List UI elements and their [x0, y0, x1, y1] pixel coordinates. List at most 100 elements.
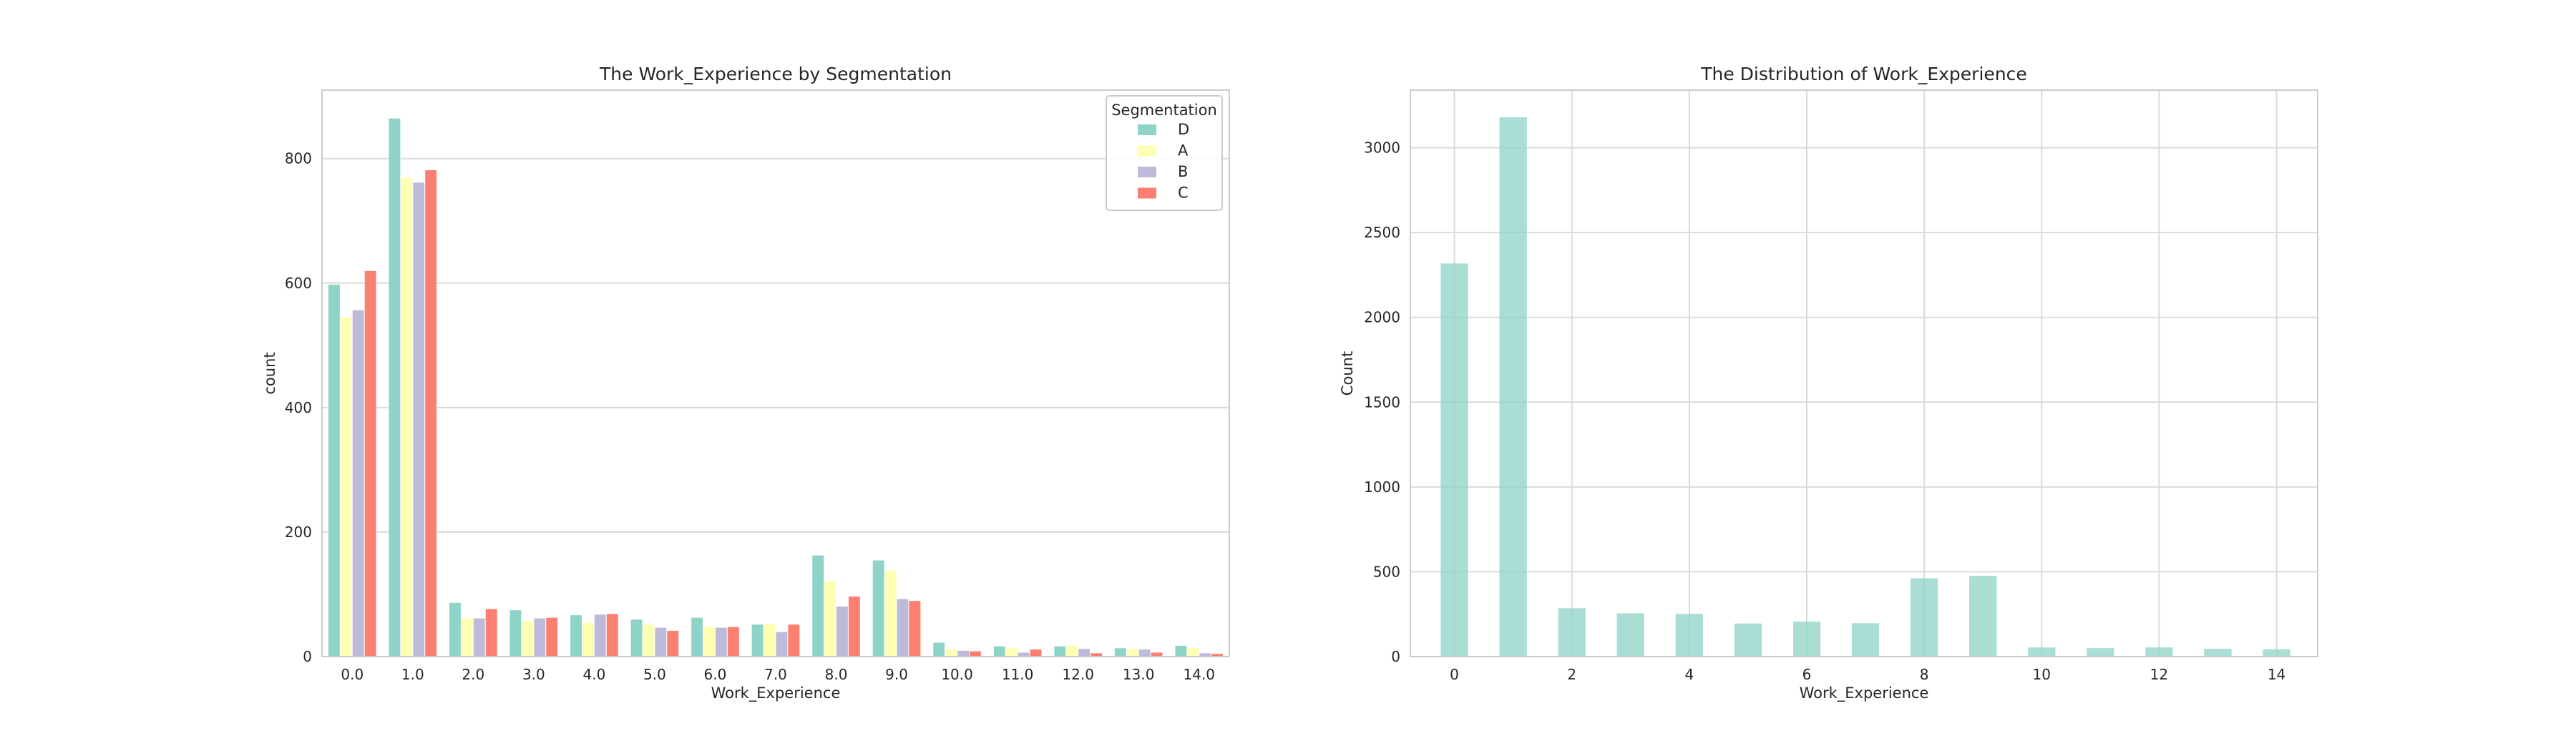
chart2-y-tick-label: 3000 [1364, 139, 1400, 157]
hist-bar-14 [2263, 649, 2290, 657]
bar-B-8.0 [836, 606, 849, 657]
bar-A-13.0 [1126, 648, 1139, 657]
chart1-y-tick-label: 0 [303, 648, 312, 665]
bar-C-1.0 [424, 169, 438, 657]
chart1-x-tick-label: 7.0 [764, 666, 787, 683]
chart1-x-tick-label: 4.0 [582, 666, 605, 683]
legend-label-D: D [1178, 121, 1189, 138]
bar-C-2.0 [484, 608, 498, 657]
bar-D-14.0 [1174, 644, 1188, 657]
chart2-y-ticks: 0 500 1000 1500 2000 2500 3000 [1364, 139, 1400, 665]
bar-B-1.0 [412, 182, 426, 657]
bar-C-3.0 [545, 617, 559, 657]
bar-C-6.0 [726, 626, 740, 657]
chart1-bars [327, 117, 1224, 657]
bar-A-10.0 [945, 649, 958, 657]
legend-box [1106, 95, 1223, 211]
legend-swatch-D [1138, 124, 1156, 135]
chart1-x-axis-label: Work_Experience [711, 684, 841, 702]
bar-D-7.0 [751, 624, 764, 657]
bar-C-9.0 [908, 600, 922, 657]
hist-bar-5 [1734, 623, 1762, 657]
chart2-y-tick-label: 500 [1373, 563, 1400, 580]
chart1-x-tick-label: 0.0 [341, 666, 364, 683]
legend-title: Segmentation [1111, 102, 1217, 119]
chart2-frame [1410, 89, 2318, 657]
hist-bar-6 [1792, 622, 1821, 657]
bar-B-5.0 [654, 627, 668, 657]
bar-C-8.0 [847, 596, 861, 657]
hist-bar-10 [2028, 647, 2056, 657]
bar-A-12.0 [1065, 644, 1079, 657]
chart1-title: The Work_Experience by Segmentation [599, 64, 952, 84]
bar-B-4.0 [593, 614, 607, 657]
chart2-x-tick-label: 0 [1450, 666, 1459, 683]
hist-bar-13 [2204, 649, 2232, 657]
hist-bar-0 [1440, 263, 1468, 657]
hist-bar-7 [1851, 623, 1880, 657]
bar-A-6.0 [703, 626, 716, 657]
chart1-x-ticks: 0.0 1.0 2.0 3.0 4.0 5.0 6.0 7.0 8.0 9.0 10.0 11.0 12… [341, 666, 1215, 683]
chart1-y-tick-label: 600 [285, 275, 312, 292]
bar-A-0.0 [339, 317, 353, 657]
bar-B-2.0 [472, 617, 486, 657]
chart1-x-tick-label: 2.0 [462, 666, 484, 683]
chart2-y-tick-label: 1500 [1364, 393, 1400, 411]
chart2-y-axis-label: Count [1339, 351, 1356, 396]
hist-bar-9 [1969, 576, 1997, 657]
bar-C-0.0 [364, 270, 377, 657]
legend-swatch-A [1138, 145, 1156, 157]
bar-D-4.0 [570, 614, 582, 657]
bar-D-8.0 [811, 554, 825, 657]
chart2-x-axis-label: Work_Experience [1800, 684, 1929, 702]
chart1-x-tick-label: 6.0 [704, 666, 727, 683]
bar-A-7.0 [763, 623, 776, 657]
chart1-x-tick-label: 14.0 [1183, 666, 1215, 683]
bar-D-0.0 [327, 284, 341, 657]
bar-D-11.0 [992, 645, 1006, 657]
bar-A-14.0 [1186, 647, 1200, 657]
hist-bar-8 [1910, 578, 1938, 657]
bar-B-10.0 [957, 649, 970, 657]
bar-B-9.0 [896, 598, 909, 657]
chart2-x-tick-label: 6 [1802, 666, 1812, 683]
chart1-x-tick-label: 1.0 [401, 666, 424, 683]
bar-A-2.0 [460, 617, 474, 657]
bar-B-3.0 [533, 617, 547, 657]
chart1-x-tick-label: 3.0 [522, 666, 545, 683]
legend-label-A: A [1178, 142, 1189, 159]
bar-C-10.0 [969, 650, 982, 657]
hist-bar-12 [2145, 647, 2173, 657]
chart2-x-tick-label: 4 [1684, 666, 1694, 683]
hist-bar-1 [1499, 117, 1527, 657]
bar-C-11.0 [1029, 649, 1043, 657]
hist-bar-2 [1558, 608, 1586, 657]
bar-B-13.0 [1138, 649, 1151, 657]
bar-B-0.0 [351, 309, 365, 657]
chart2-x-tick-label: 8 [1920, 666, 1929, 683]
chart2-x-ticks: 0 2 4 6 8 10 12 14 [1450, 666, 2285, 683]
chart2-x-tick-label: 2 [1567, 666, 1576, 683]
bar-A-8.0 [824, 580, 837, 657]
bar-D-6.0 [691, 617, 704, 657]
bar-A-3.0 [521, 620, 535, 657]
chart1-y-tick-label: 400 [285, 399, 312, 416]
chart2-y-tick-label: 2500 [1364, 224, 1400, 241]
bar-D-1.0 [388, 117, 401, 657]
chart2-bars [1440, 117, 2290, 657]
chart2-x-tick-label: 14 [2268, 666, 2285, 683]
chart2-y-tick-label: 1000 [1364, 478, 1400, 496]
hist-bar-3 [1616, 613, 1644, 657]
bar-D-3.0 [509, 609, 522, 657]
chart1-x-tick-label: 11.0 [1002, 666, 1034, 683]
chart1-x-tick-label: 9.0 [885, 666, 908, 683]
bar-C-4.0 [605, 613, 619, 657]
chart1-y-tick-label: 200 [285, 524, 312, 541]
bar-B-7.0 [775, 631, 789, 657]
bar-D-5.0 [630, 619, 643, 657]
bar-D-13.0 [1113, 647, 1127, 657]
bar-A-5.0 [642, 624, 655, 657]
bar-C-5.0 [666, 629, 680, 657]
legend-swatch-B [1138, 167, 1156, 177]
